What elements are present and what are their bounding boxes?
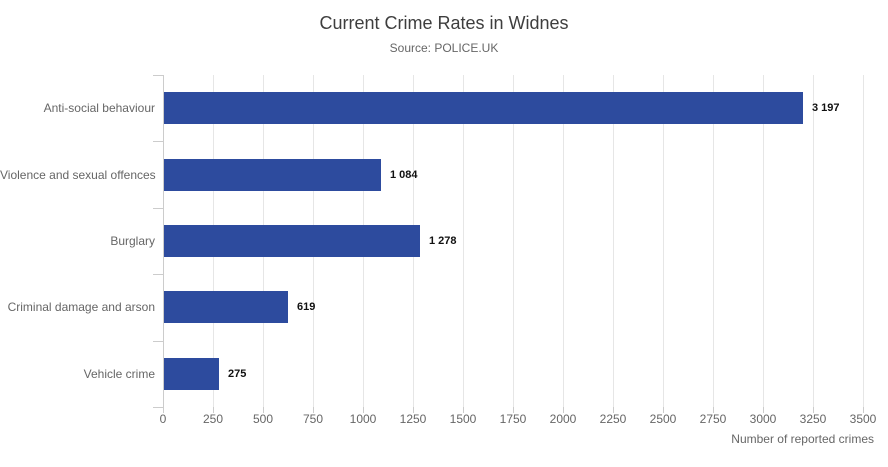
x-tick-label: 500 — [252, 412, 274, 426]
bar-anti-social-behaviour[interactable] — [164, 92, 803, 124]
value-label: 1 278 — [429, 235, 457, 247]
value-label: 3 197 — [812, 102, 840, 114]
gridline — [613, 75, 614, 407]
x-axis-tick — [663, 407, 664, 413]
value-label: 275 — [228, 368, 247, 380]
x-tick-label: 1000 — [349, 412, 377, 426]
bar-violence-and-sexual-offences[interactable] — [164, 159, 381, 191]
gridline — [763, 75, 764, 407]
chart-title: Current Crime Rates in Widnes — [319, 13, 569, 33]
x-axis-tick — [263, 407, 264, 413]
x-tick-label: 2000 — [549, 412, 577, 426]
y-axis-tick — [153, 141, 163, 142]
category-label: Vehicle crime — [83, 367, 155, 381]
y-axis-tick — [153, 341, 163, 342]
gridline — [813, 75, 814, 407]
category-label: Anti-social behaviour — [43, 101, 155, 115]
x-axis-tick — [763, 407, 764, 413]
x-tick-label: 1500 — [449, 412, 477, 426]
x-axis-tick — [413, 407, 414, 413]
x-axis-tick — [563, 407, 564, 413]
category-label: Burglary — [110, 234, 155, 248]
x-tick-label: 1250 — [399, 412, 427, 426]
category-label: Criminal damage and arson — [7, 300, 155, 314]
category-label: Violence and sexual offences — [0, 168, 156, 182]
x-axis-tick — [463, 407, 464, 413]
chart-subtitle: Source: POLICE.UK — [389, 41, 499, 55]
x-axis-tick — [613, 407, 614, 413]
bar-vehicle-crime[interactable] — [164, 358, 219, 390]
x-axis-tick — [713, 407, 714, 413]
plot-area: 3 197 1 084 1 278 619 275 — [163, 75, 864, 407]
gridline — [713, 75, 714, 407]
x-axis-tick — [813, 407, 814, 413]
y-axis-tick — [153, 75, 163, 76]
x-axis-tick — [213, 407, 214, 413]
x-axis-tick — [163, 407, 164, 413]
y-axis-tick — [153, 274, 163, 275]
bar-burglary[interactable] — [164, 225, 420, 257]
gridline — [463, 75, 464, 407]
x-tick-label: 3000 — [749, 412, 777, 426]
value-label: 1 084 — [390, 169, 418, 181]
x-tick-label: 1750 — [499, 412, 527, 426]
x-tick-label: 3500 — [849, 412, 877, 426]
x-tick-label: 2500 — [649, 412, 677, 426]
gridline — [863, 75, 864, 407]
x-axis-tick — [863, 407, 864, 413]
y-axis-tick — [153, 208, 163, 209]
bar-criminal-damage-and-arson[interactable] — [164, 291, 288, 323]
x-tick-label: 2750 — [699, 412, 727, 426]
value-label: 619 — [297, 301, 316, 313]
y-axis-tick — [153, 407, 163, 408]
x-axis-tick — [313, 407, 314, 413]
x-tick-label: 250 — [202, 412, 224, 426]
x-axis-tick — [363, 407, 364, 413]
gridline — [663, 75, 664, 407]
x-tick-label: 0 — [159, 412, 167, 426]
x-tick-label: 3250 — [799, 412, 827, 426]
gridline — [563, 75, 564, 407]
x-tick-label: 750 — [302, 412, 324, 426]
x-tick-label: 2250 — [599, 412, 627, 426]
y-axis-line — [163, 75, 164, 407]
gridline — [513, 75, 514, 407]
x-axis-title: Number of reported crimes — [731, 432, 874, 446]
x-axis-tick — [513, 407, 514, 413]
